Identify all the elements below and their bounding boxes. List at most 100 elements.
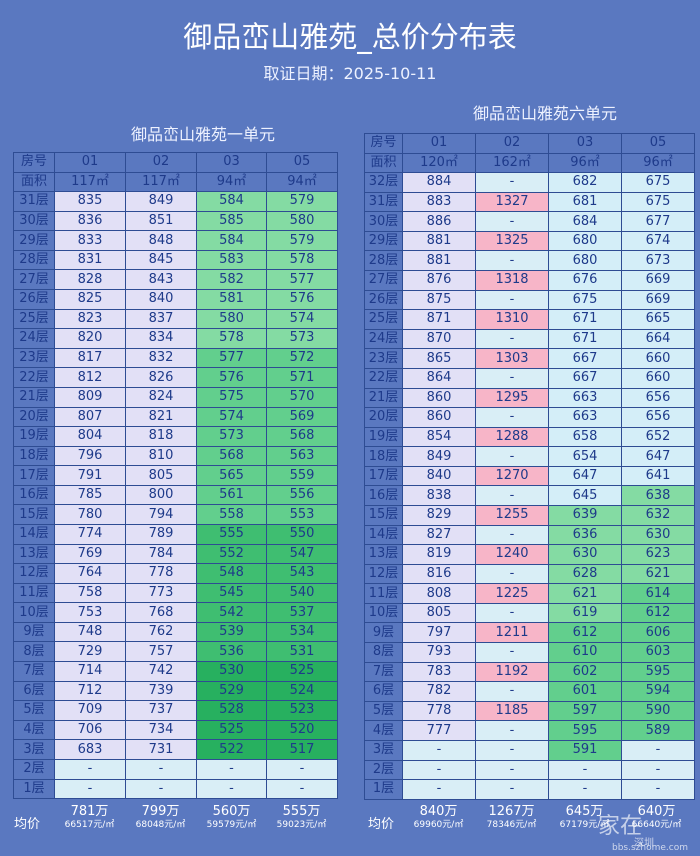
- room-number-row: 房号 01 02 03 05: [364, 133, 695, 154]
- floor-label: 21层: [364, 387, 403, 409]
- price-cell: 681: [548, 191, 622, 213]
- price-cell: 812: [54, 367, 126, 388]
- floor-label: 17层: [364, 465, 403, 487]
- floor-label: 5层: [13, 700, 55, 721]
- price-cell: 1303: [475, 348, 549, 369]
- unit-6-title: 御品峦山雅苑六单元: [472, 104, 617, 123]
- floor-label: 24层: [364, 328, 403, 350]
- floor-row: 3层 683 731 522 517: [13, 739, 338, 760]
- unit-1-price-table: 房号 01 02 03 05 面积 117㎡ 117㎡ 94㎡ 94㎡ 31层 835 849 584 57…: [13, 152, 338, 800]
- floor-row: 18层 796 810 568 563: [13, 445, 338, 467]
- price-cell: 658: [548, 426, 622, 448]
- floor-row: 24层 820 834 578 573: [13, 328, 338, 349]
- price-cell: 1225: [475, 583, 549, 604]
- total-price: 560万: [212, 804, 251, 819]
- unit-6-price-table: 房号 01 02 03 05 面积 120㎡ 162㎡ 96㎡ 96㎡ 32层 884-682 675 3…: [364, 133, 695, 800]
- price-cell: 820: [54, 328, 126, 349]
- floor-label: 5层: [364, 700, 403, 722]
- floor-label: 29层: [13, 230, 55, 251]
- floor-row: 30层 886-684 677: [364, 211, 695, 232]
- unit-price: 68048元/㎡: [135, 820, 186, 830]
- price-cell: 570: [266, 386, 338, 408]
- price-cell: -: [475, 739, 549, 761]
- area-cell: 94㎡: [196, 171, 267, 193]
- area-row: 面积 120㎡ 162㎡ 96㎡ 96㎡: [364, 152, 695, 174]
- floor-row: 16层 785 800 561 556: [13, 484, 338, 506]
- price-cell: 1240: [475, 544, 549, 565]
- price-cell: -: [475, 759, 549, 781]
- price-cell: 529: [196, 680, 267, 702]
- price-cell: 630: [621, 524, 695, 546]
- floor-label: 15层: [13, 504, 55, 525]
- unit-price: 69960元/㎡: [413, 820, 464, 830]
- price-cell: 550: [266, 523, 338, 545]
- floor-label: 25层: [13, 308, 55, 330]
- floor-label: 9层: [364, 622, 403, 644]
- price-cell: 854: [402, 426, 476, 448]
- price-cell: 1255: [475, 504, 549, 526]
- price-cell: 773: [125, 582, 197, 604]
- price-cell: 826: [125, 367, 197, 388]
- price-cell: 577: [196, 347, 267, 369]
- price-cell: -: [266, 758, 338, 780]
- floor-row: 15层 780 794 558 553: [13, 504, 338, 525]
- price-cell: 671: [548, 328, 622, 350]
- price-cell: 676: [548, 270, 622, 291]
- price-cell: 595: [548, 720, 622, 741]
- floor-label: 32层: [364, 172, 403, 193]
- price-cell: 1192: [475, 661, 549, 683]
- price-cell: -: [475, 602, 549, 624]
- floor-row: 29层 833 848 584 579: [13, 230, 338, 251]
- permit-date: 取证日期：2025-10-11: [263, 64, 437, 83]
- floor-label: 21层: [13, 386, 55, 408]
- price-cell: -: [266, 778, 338, 800]
- floor-row: 4层 777-595 589: [364, 720, 695, 741]
- price-cell: 871: [402, 309, 476, 330]
- unit-1-title: 御品峦山雅苑一单元: [130, 125, 275, 144]
- price-cell: -: [475, 681, 549, 702]
- price-cell: 652: [621, 426, 695, 448]
- price-cell: 547: [266, 543, 338, 565]
- price-cell: 774: [54, 523, 126, 545]
- floor-row: 21层 860 1295 663 656: [364, 387, 695, 409]
- price-cell: 594: [621, 681, 695, 702]
- price-cell: 603: [621, 642, 695, 663]
- floor-row: 31层 835 849 584 579: [13, 191, 338, 212]
- floor-label: 4层: [364, 720, 403, 741]
- floor-label: 19层: [13, 426, 55, 447]
- price-cell: 667: [548, 348, 622, 369]
- floor-row: 10层 753 768 542 537: [13, 602, 338, 623]
- floor-row: 12层 764 778 548 543: [13, 563, 338, 584]
- price-cell: 734: [125, 719, 197, 741]
- price-cell: 656: [621, 387, 695, 409]
- price-cell: 768: [125, 602, 197, 623]
- price-cell: 585: [196, 210, 267, 232]
- floor-row: 4层 706 734 525 520: [13, 719, 338, 741]
- price-cell: -: [125, 778, 197, 800]
- floor-label: 15层: [364, 504, 403, 526]
- price-cell: 780: [54, 504, 126, 525]
- price-cell: -: [621, 779, 695, 800]
- floor-label: 12层: [13, 563, 55, 584]
- price-cell: 540: [266, 582, 338, 604]
- price-cell: 645: [548, 485, 622, 506]
- floor-label: 25层: [364, 309, 403, 330]
- price-cell: 800: [125, 484, 197, 506]
- floor-label: 2层: [364, 759, 403, 781]
- price-cell: 528: [196, 700, 267, 721]
- price-cell: 748: [54, 621, 126, 643]
- unit-price: 66517元/㎡: [64, 820, 115, 830]
- floor-label: 29层: [364, 230, 403, 252]
- floor-label: 28层: [13, 249, 55, 271]
- floor-label: 13层: [13, 543, 55, 565]
- price-cell: 619: [548, 602, 622, 624]
- price-cell: 677: [621, 211, 695, 232]
- site-watermark-logo: 家在: [598, 814, 643, 839]
- area-cell: 94㎡: [266, 171, 338, 193]
- site-watermark-city: 深圳: [634, 838, 654, 849]
- average-price-cell: 840万 69960元/㎡: [402, 804, 475, 831]
- price-cell: 612: [621, 602, 695, 624]
- floor-row: 26层 825 840 581 576: [13, 289, 338, 310]
- price-cell: 524: [266, 680, 338, 702]
- price-cell: 883: [402, 191, 476, 213]
